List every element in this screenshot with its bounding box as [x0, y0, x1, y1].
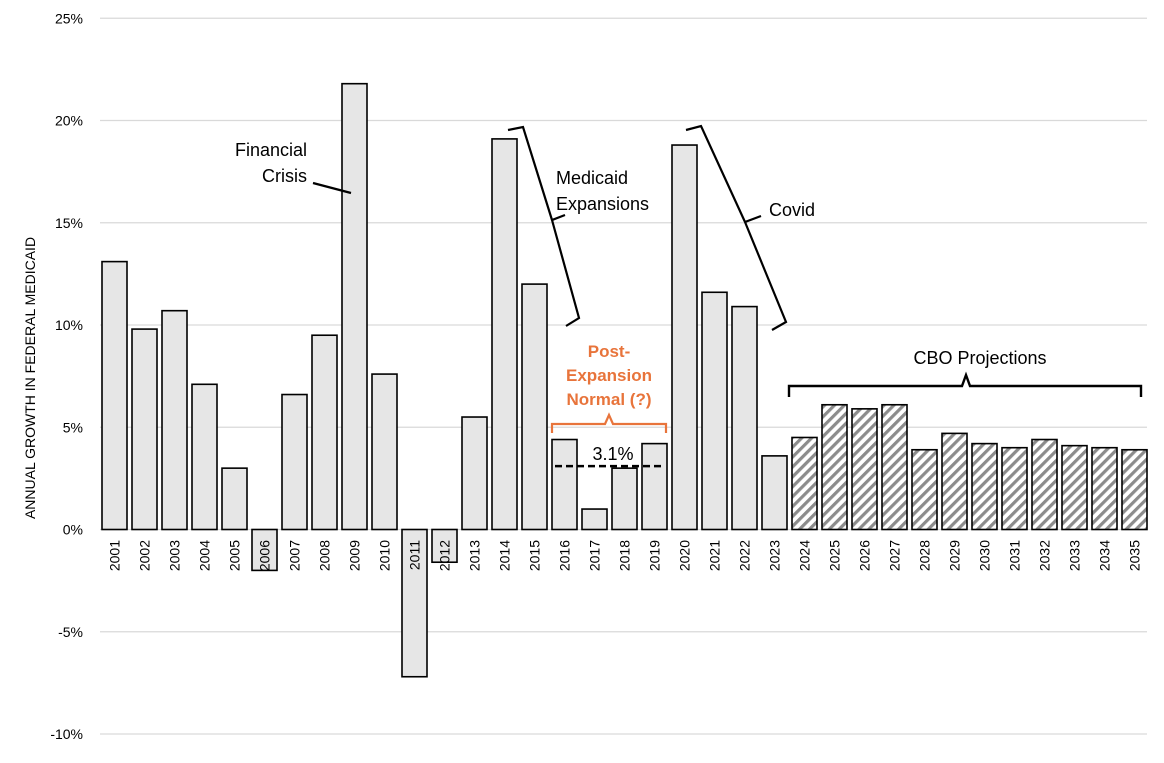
y-tick-label-7: -10% [50, 726, 83, 742]
y-tick-label-6: -5% [58, 624, 83, 640]
bar-2016 [551, 438, 578, 531]
bar-2024 [791, 436, 818, 531]
bar-2010 [371, 373, 398, 531]
bar-2029 [941, 432, 968, 531]
x-tick-label-2011: 2011 [407, 540, 423, 570]
x-tick-label-2018: 2018 [617, 540, 633, 571]
x-tick-label-2026: 2026 [857, 540, 873, 571]
financial-crisis-label-line2: Crisis [262, 166, 307, 186]
x-tick-label-2016: 2016 [557, 540, 573, 571]
post-expansion-label-line3: Normal (?) [567, 390, 652, 409]
x-tick-label-2003: 2003 [167, 540, 183, 571]
x-tick-label-2030: 2030 [977, 540, 993, 571]
y-axis-label: ANNUAL GROWTH IN FEDERAL MEDICAID [22, 237, 38, 519]
bar-2030 [971, 442, 998, 531]
y-tick-label-5: 0% [63, 522, 83, 538]
bar-2035 [1121, 448, 1148, 531]
x-tick-label-2035: 2035 [1127, 540, 1143, 571]
y-tick-label-4: 5% [63, 419, 83, 435]
x-axis-ticks: 2001 2002 2003 2004 2005 2006 2007 2008 2009 2010… [107, 540, 1143, 571]
bar-2023 [761, 455, 788, 531]
x-tick-label-2008: 2008 [317, 540, 333, 571]
x-tick-label-2004: 2004 [197, 540, 213, 571]
x-tick-label-2013: 2013 [467, 540, 483, 571]
post-expansion-label-line2: Expansion [566, 366, 652, 385]
post-expansion-bracket [550, 412, 668, 433]
bar-2025 [821, 403, 848, 531]
bar-2014 [491, 138, 518, 531]
x-tick-label-2020: 2020 [677, 540, 693, 571]
x-tick-label-2015: 2015 [527, 540, 543, 571]
bar-2007 [281, 393, 308, 531]
cbo-projections-bracket [787, 371, 1143, 397]
bar-2021 [701, 291, 728, 531]
bar-2012 [431, 528, 458, 564]
x-tick-label-2019: 2019 [647, 540, 663, 571]
bar-2027 [881, 403, 908, 531]
financial-crisis-label-line1: Financial [235, 140, 307, 160]
x-tick-label-2007: 2007 [287, 540, 303, 571]
x-tick-label-2034: 2034 [1097, 540, 1113, 571]
bar-2015 [521, 283, 548, 531]
x-tick-label-2028: 2028 [917, 540, 933, 571]
x-tick-label-2022: 2022 [737, 540, 753, 571]
medicaid-expansions-label-line1: Medicaid [556, 168, 628, 188]
x-tick-label-2012: 2012 [437, 540, 453, 571]
y-axis-ticks: 25% 20% 15% 10% 5% 0% -5% -10% [50, 10, 83, 742]
annotations: Financial Crisis Medicaid Expansions Cov… [235, 124, 1143, 468]
bar-2026 [851, 408, 878, 531]
x-tick-label-2024: 2024 [797, 540, 813, 571]
bar-2008 [311, 334, 338, 531]
x-tick-label-2025: 2025 [827, 540, 843, 571]
x-tick-label-2023: 2023 [767, 540, 783, 571]
bar-2022 [731, 305, 758, 531]
bar-2031 [1001, 446, 1028, 531]
bar-2002 [131, 328, 158, 531]
bar-2011 [401, 528, 428, 678]
bar-2032 [1031, 438, 1058, 531]
cbo-projections-label: CBO Projections [913, 348, 1046, 368]
bar-2034 [1091, 446, 1118, 531]
x-tick-label-2009: 2009 [347, 540, 363, 571]
x-tick-label-2001: 2001 [107, 540, 123, 571]
x-tick-label-2031: 2031 [1007, 540, 1023, 571]
bar-2001 [101, 260, 128, 531]
y-tick-label-3: 10% [55, 317, 83, 333]
x-tick-label-2032: 2032 [1037, 540, 1053, 571]
x-tick-label-2010: 2010 [377, 540, 393, 571]
bar-2009 [341, 82, 368, 531]
medicaid-expansions-bracket [507, 125, 581, 327]
bar-2028 [911, 448, 938, 531]
bar-2004 [191, 383, 218, 531]
x-tick-label-2005: 2005 [227, 540, 243, 571]
financial-crisis-leader-line [312, 181, 352, 195]
x-tick-label-2002: 2002 [137, 540, 153, 571]
bar-2003 [161, 309, 188, 531]
average-value-label: 3.1% [592, 444, 633, 464]
x-tick-label-2033: 2033 [1067, 540, 1083, 571]
y-tick-label-0: 25% [55, 10, 83, 26]
bar-2005 [221, 467, 248, 531]
x-tick-label-2014: 2014 [497, 540, 513, 571]
bar-2006 [251, 528, 278, 572]
x-tick-label-2027: 2027 [887, 540, 903, 571]
bar-2017 [581, 508, 608, 531]
medicaid-expansions-label-line2: Expansions [556, 194, 649, 214]
y-tick-label-2: 15% [55, 215, 83, 231]
x-tick-label-2006: 2006 [257, 540, 273, 571]
bar-2018 [611, 467, 638, 531]
bar-2020 [671, 144, 698, 531]
covid-label: Covid [769, 200, 815, 220]
post-expansion-label-line1: Post- [588, 342, 631, 361]
bar-2033 [1061, 444, 1088, 531]
y-tick-label-1: 20% [55, 113, 83, 129]
bar-2019 [641, 442, 668, 531]
covid-bracket [685, 124, 788, 331]
x-tick-label-2021: 2021 [707, 540, 723, 571]
x-tick-label-2029: 2029 [947, 540, 963, 571]
bar-2013 [461, 416, 488, 531]
x-tick-label-2017: 2017 [587, 540, 603, 571]
bars [101, 82, 1148, 678]
